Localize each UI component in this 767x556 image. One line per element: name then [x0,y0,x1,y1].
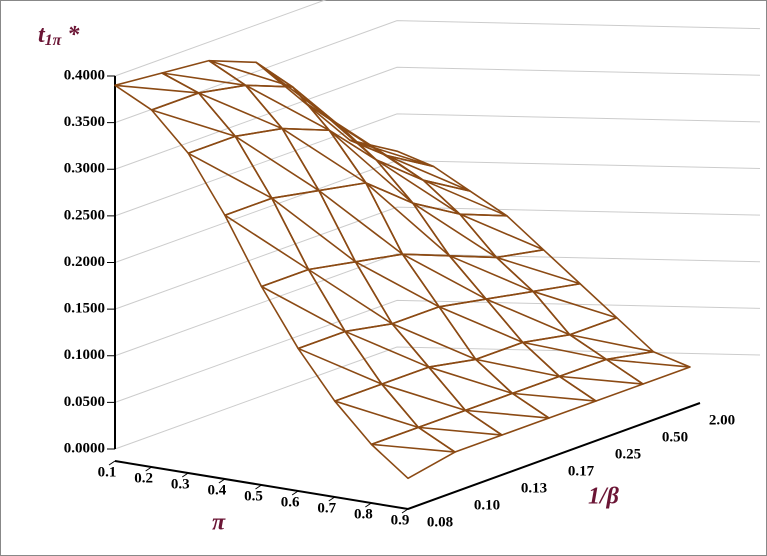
x-tick [328,496,336,502]
grid-line [114,20,761,124]
z-tick-label: 0.4000 [64,67,105,83]
grid-line [114,299,761,403]
x-axis-title: π [212,510,226,536]
z-tick-label: 0.3000 [64,161,105,177]
z-tick-label: 0.1000 [64,347,105,363]
z-tick-label: 0.2000 [64,254,105,270]
z-tick-label: 0.0000 [64,440,105,456]
z-tick-label: 0.0500 [64,394,105,410]
x-tick [181,472,189,478]
grid-line [114,66,761,170]
y-tick-label: 0.25 [615,446,641,462]
x-tick [401,508,409,514]
x-tick-label: 0.8 [354,506,373,522]
y-tick-label: 0.50 [662,429,688,445]
x-tick-label: 0.2 [134,470,153,486]
y-tick-label: 0.10 [474,497,500,513]
y-tick-label: 0.17 [568,463,595,479]
grid-line [114,0,327,77]
surface-cell [605,350,691,385]
x-tick-label: 0.4 [208,482,227,498]
x-tick-label: 0.1 [98,464,117,480]
z-tick-label: 0.1500 [64,301,105,317]
x-tick-label: 0.9 [391,512,410,528]
x-tick [255,484,262,490]
y-axis-title: 1/β [588,484,620,510]
x-tick [108,460,116,466]
x-tick [291,490,299,496]
z-tick-label: 0.2500 [64,207,105,223]
x-tick-label: 0.6 [281,494,300,510]
y-tick-label: 2.00 [709,412,735,428]
x-tick-label: 0.3 [171,476,190,492]
y-tick-label: 0.13 [521,480,547,496]
z-axis-title: t1π * [38,22,80,49]
x-tick-label: 0.7 [317,500,336,516]
grid-line [114,206,761,310]
grid-line [114,113,761,217]
z-tick-label: 0.3500 [64,114,105,130]
y-tick-label: 0.08 [427,514,453,530]
x-tick-label: 0.5 [244,488,263,504]
grid-line [114,253,761,357]
grid-line [114,346,761,450]
x-tick [145,466,152,472]
x-tick [365,502,372,508]
x-tick [218,478,226,484]
